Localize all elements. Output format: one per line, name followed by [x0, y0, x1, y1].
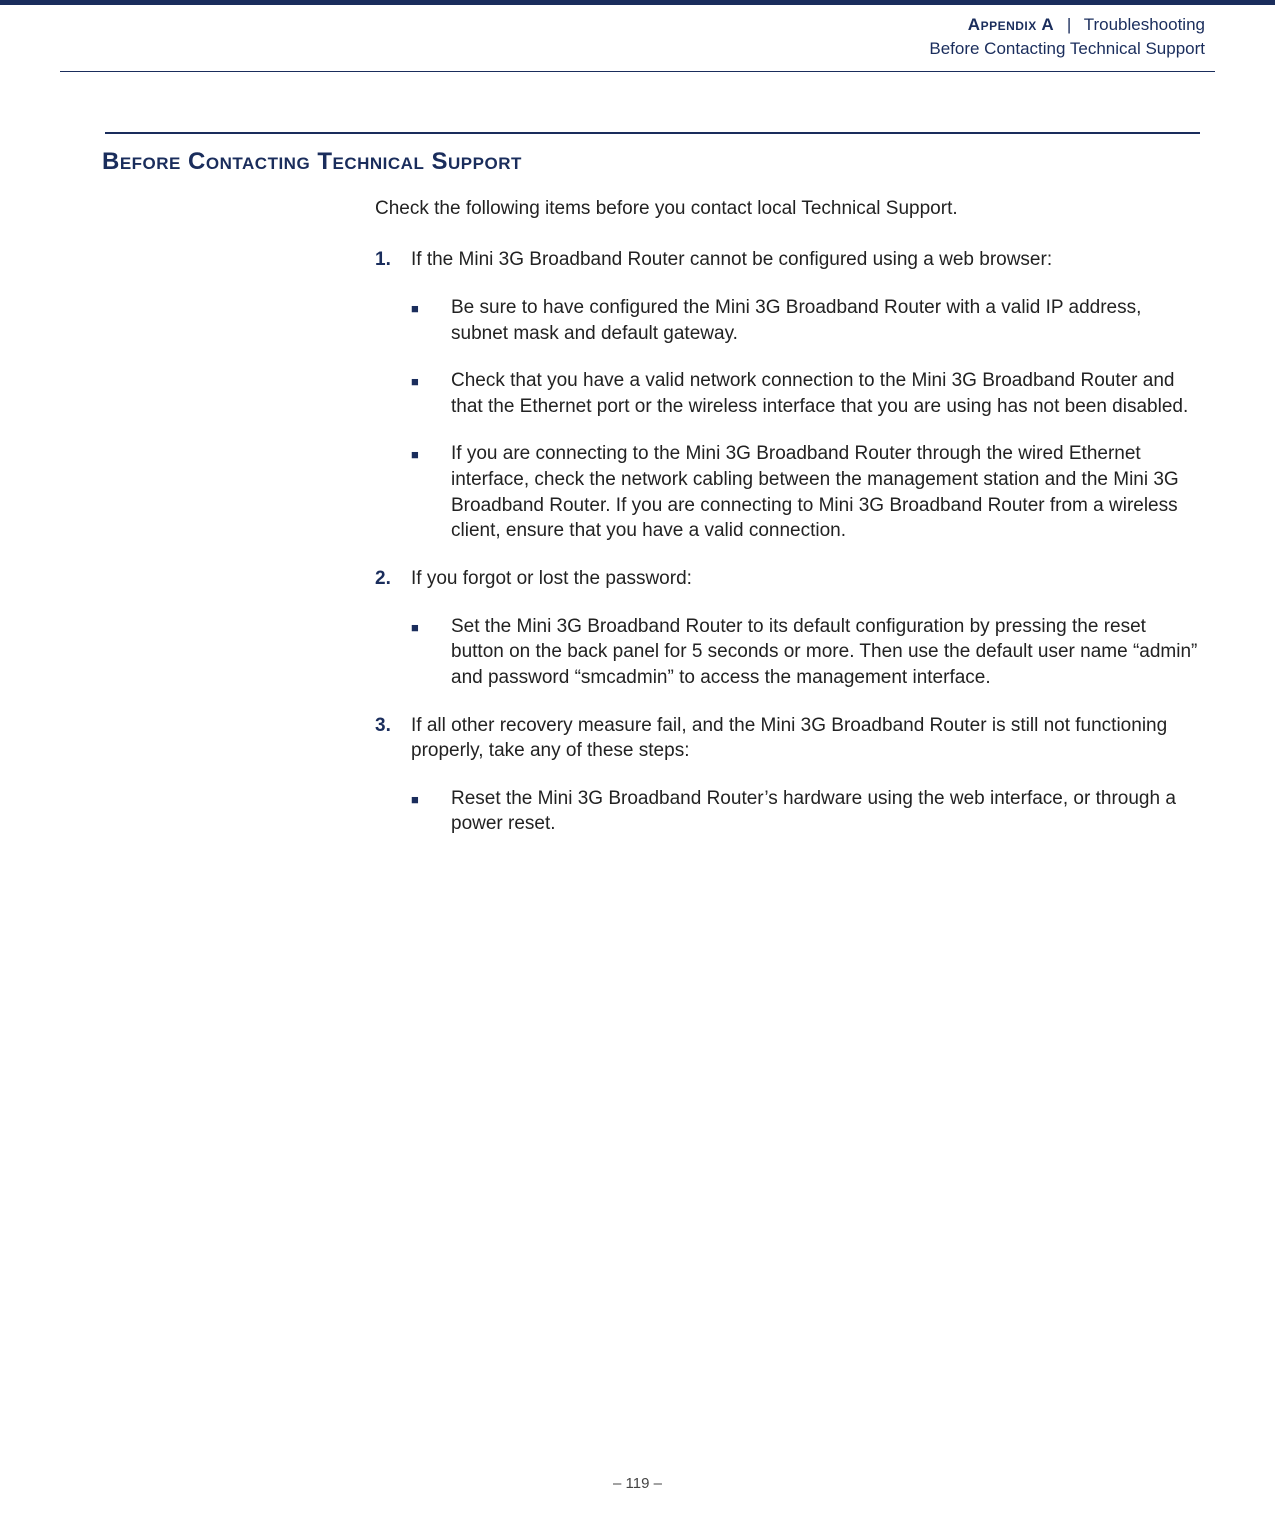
list-text: If the Mini 3G Broadband Router cannot b…: [411, 247, 1200, 273]
header-rule: [60, 71, 1215, 72]
page-footer: – 119 –: [0, 1475, 1275, 1492]
bullet-icon: ■: [411, 786, 451, 837]
list-item: 1. If the Mini 3G Broadband Router canno…: [375, 247, 1200, 273]
sub-list-item: ■ Be sure to have configured the Mini 3G…: [411, 295, 1200, 346]
bullet-icon: ■: [411, 368, 451, 419]
intro-text: Check the following items before you con…: [375, 196, 1200, 222]
list-number: 1.: [375, 247, 411, 273]
list-number: 2.: [375, 566, 411, 592]
page-header: Appendix A | Troubleshooting Before Cont…: [0, 5, 1275, 61]
appendix-label: Appendix A: [968, 15, 1054, 34]
list-item: 2. If you forgot or lost the password:: [375, 566, 1200, 592]
sub-list-item: ■ Check that you have a valid network co…: [411, 368, 1200, 419]
bullet-icon: ■: [411, 614, 451, 691]
sub-list-text: Set the Mini 3G Broadband Router to its …: [451, 614, 1200, 691]
bullet-icon: ■: [411, 441, 451, 544]
sub-list-text: If you are connecting to the Mini 3G Bro…: [451, 441, 1200, 544]
sub-list-item: ■ Set the Mini 3G Broadband Router to it…: [411, 614, 1200, 691]
list-text: If all other recovery measure fail, and …: [411, 713, 1200, 764]
section-heading: Before Contacting Technical Support: [102, 148, 1275, 176]
chapter-title: Troubleshooting: [1084, 15, 1205, 34]
sub-list-item: ■ If you are connecting to the Mini 3G B…: [411, 441, 1200, 544]
sub-list-text: Reset the Mini 3G Broadband Router’s har…: [451, 786, 1200, 837]
section-rule: [105, 132, 1200, 134]
header-separator: |: [1067, 15, 1071, 34]
list-text: If you forgot or lost the password:: [411, 566, 1200, 592]
bullet-icon: ■: [411, 295, 451, 346]
sub-list-text: Be sure to have configured the Mini 3G B…: [451, 295, 1200, 346]
list-item: 3. If all other recovery measure fail, a…: [375, 713, 1200, 764]
page-number: – 119 –: [613, 1475, 662, 1492]
sub-list-item: ■ Reset the Mini 3G Broadband Router’s h…: [411, 786, 1200, 837]
header-subtitle: Before Contacting Technical Support: [929, 37, 1205, 61]
body-content: Check the following items before you con…: [375, 196, 1200, 838]
sub-list-text: Check that you have a valid network conn…: [451, 368, 1200, 419]
list-number: 3.: [375, 713, 411, 764]
